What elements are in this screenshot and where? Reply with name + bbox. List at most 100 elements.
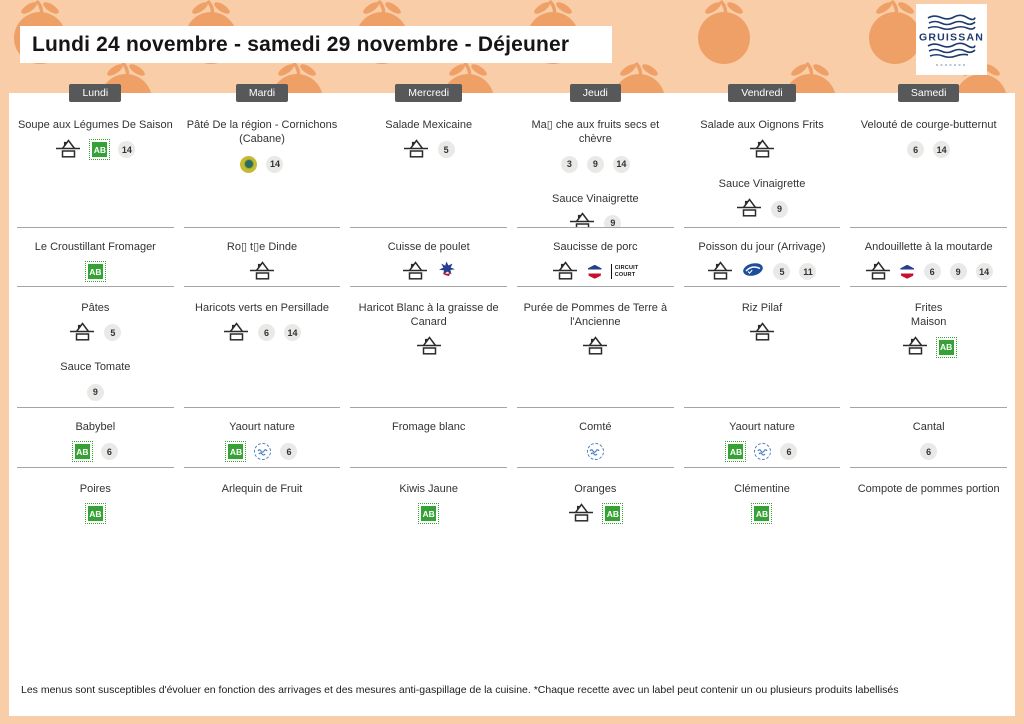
menu-item: Sauce Vinaigrette 9 (517, 192, 674, 227)
day-badge-mercredi: Mercredi (395, 84, 463, 102)
menu-item: Cantal 6 (850, 420, 1007, 462)
title-strip: Lundi 24 novembre - samedi 29 novembre -… (20, 26, 612, 63)
day-badge-jeudi: Jeudi (569, 84, 621, 102)
menu-item: Oranges AB (517, 482, 674, 525)
ab-bio-icon: AB (89, 139, 111, 161)
icon-row: 6 9 14 (850, 261, 1007, 282)
icon-row: AB (17, 503, 174, 525)
day-badge-samedi: Samedi (897, 84, 960, 102)
fait-maison-icon (569, 210, 595, 227)
fait-maison-icon (249, 259, 275, 285)
menu-cell-lundi-row2: Le Croustillant Fromager AB (17, 228, 174, 287)
ab-bio-icon: AB (84, 503, 106, 525)
fait-maison-icon (707, 259, 733, 285)
icon-row: 6 (850, 441, 1007, 462)
menu-item-name: Velouté de courge-butternut (860, 119, 997, 131)
allergen-badge: 9 (586, 155, 604, 173)
fait-maison-icon (223, 320, 249, 346)
menu-item: Poisson du jour (Arrivage) 5 11 (684, 240, 841, 282)
menu-item: Sauce Vinaigrette 9 (684, 177, 841, 219)
fait-maison-icon (403, 137, 429, 163)
day-badge-lundi: Lundi (69, 84, 122, 102)
produit-local-icon (254, 443, 272, 461)
menu-cell-lundi-row5: Poires AB (17, 468, 174, 560)
menu-item: Cuisse de poulet (350, 240, 507, 282)
menu-cell-jeudi-row2: Saucisse de porc CIRCUIT COURT (517, 228, 674, 287)
menu-cell-mardi-row4: Yaourt nature AB 6 (183, 408, 341, 468)
volaille-francaise-icon (437, 261, 456, 282)
icon-row: 6 14 (850, 139, 1007, 160)
menu-item-name: Sauce Tomate (60, 361, 131, 374)
menu-item-name: Poires (79, 483, 111, 495)
allergen-badge: 14 (975, 263, 993, 281)
disclaimer-text: Les menus sont susceptibles d'évoluer en… (21, 684, 899, 696)
icon-row: AB (350, 503, 507, 525)
allergen-badge: 5 (104, 324, 122, 342)
ab-bio-icon: AB (84, 261, 106, 283)
menu-item: Soupe aux Légumes De Saison AB 14 (17, 118, 174, 163)
menu-item: Sauce Tomate 9 (17, 360, 174, 402)
menu-cell-lundi-row3: Pâtes 5 Sauce Tomate 9 (17, 287, 174, 408)
menu-cell-mardi-row1: Pâté De la région - Cornichons (Cabane) 1… (183, 93, 341, 228)
allergen-badge: 14 (266, 155, 284, 173)
icon-row: AB (850, 336, 1007, 358)
fait-maison-icon (69, 320, 95, 346)
icon-row: 9 (17, 382, 174, 403)
menu-item: Pâté De la région - Cornichons (Cabane) 1… (184, 118, 341, 175)
menu-item: Andouillette à la moutarde 6 9 14 (850, 240, 1007, 282)
icon-row (517, 441, 674, 462)
fait-maison-icon (416, 334, 442, 360)
menu-item: Ro▯ t▯e Dinde (184, 240, 341, 282)
produit-local-icon (586, 443, 604, 461)
menu-cell-mardi-row2: Ro▯ t▯e Dinde (183, 228, 341, 287)
allergen-badge: 14 (118, 141, 136, 159)
icon-row: CIRCUIT COURT (517, 261, 674, 282)
menu-cell-vendredi-row3: Riz Pilaf (683, 287, 841, 408)
menu-item: Ma▯ che aux fruits secs et chèvre 3 9 14 (517, 118, 674, 175)
fait-maison-icon (55, 137, 81, 163)
menu-cell-mardi-row5: Arlequin de Fruit (184, 468, 341, 560)
icon-row: AB (517, 503, 674, 525)
icon-row: 6 14 (184, 322, 341, 343)
menu-cell-samedi-row1: Velouté de courge-butternut 6 14 (850, 93, 1007, 228)
fait-maison-icon (749, 320, 775, 346)
allergen-badge: 6 (280, 443, 298, 461)
menu-item: Arlequin de Fruit (184, 482, 341, 496)
allergen-badge: 9 (604, 214, 622, 227)
menu-item: Purée de Pommes de Terre à l'Ancienne (517, 301, 674, 358)
icon-row (684, 139, 841, 160)
page-title: Lundi 24 novembre - samedi 29 novembre -… (32, 32, 570, 56)
menu-cell-mercredi-row3: Haricot Blanc à la graisse de Canard (350, 287, 507, 408)
menu-cell-samedi-row3: Frites Maison AB (850, 287, 1007, 408)
menu-item-name: Oranges (574, 483, 617, 495)
menu-item: Haricots verts en Persillade 6 14 (184, 301, 341, 343)
menu-sheet: Lundi Mardi Mercredi Jeudi Vendredi Samedi So… (9, 84, 1015, 716)
header-band: Lundi 24 novembre - samedi 29 novembre -… (0, 0, 1024, 93)
allergen-badge: 5 (773, 263, 791, 281)
ab-bio-icon: AB (935, 336, 957, 358)
menu-item: Riz Pilaf (684, 301, 841, 343)
icon-row: 3 9 14 (517, 154, 674, 175)
ab-bio-icon: AB (71, 441, 93, 463)
menu-item: Frites Maison AB (850, 301, 1007, 358)
menu-item: Clémentine AB (684, 482, 841, 525)
menu-cell-mercredi-row5: Kiwis Jaune AB (350, 468, 507, 560)
menu-grid: Soupe aux Légumes De Saison AB 14 Le Crous… (9, 93, 1015, 560)
menu-item-name: Haricot Blanc à la graisse de Canard (358, 302, 499, 329)
menu-item-name: Fromage blanc (391, 421, 466, 433)
menu-item-name: Cuisse de poulet (387, 241, 470, 253)
allergen-badge: 3 (560, 155, 578, 173)
menu-item-name: Sauce Vinaigrette (718, 178, 806, 191)
allergen-badge: 9 (86, 383, 104, 401)
allergen-badge: 14 (283, 324, 301, 342)
icon-row: 9 (684, 198, 841, 220)
menu-item-name: Sauce Vinaigrette (552, 192, 639, 205)
menu-item-name: Frites Maison (910, 302, 947, 329)
menu-cell-samedi-row4: Cantal 6 (850, 408, 1007, 468)
allergen-badge: 6 (257, 324, 275, 342)
menu-item-name: Arlequin de Fruit (221, 483, 303, 495)
allergen-badge: 9 (770, 200, 788, 218)
menu-item: Yaourt nature AB 6 (684, 420, 841, 463)
fait-maison-icon (865, 259, 891, 285)
